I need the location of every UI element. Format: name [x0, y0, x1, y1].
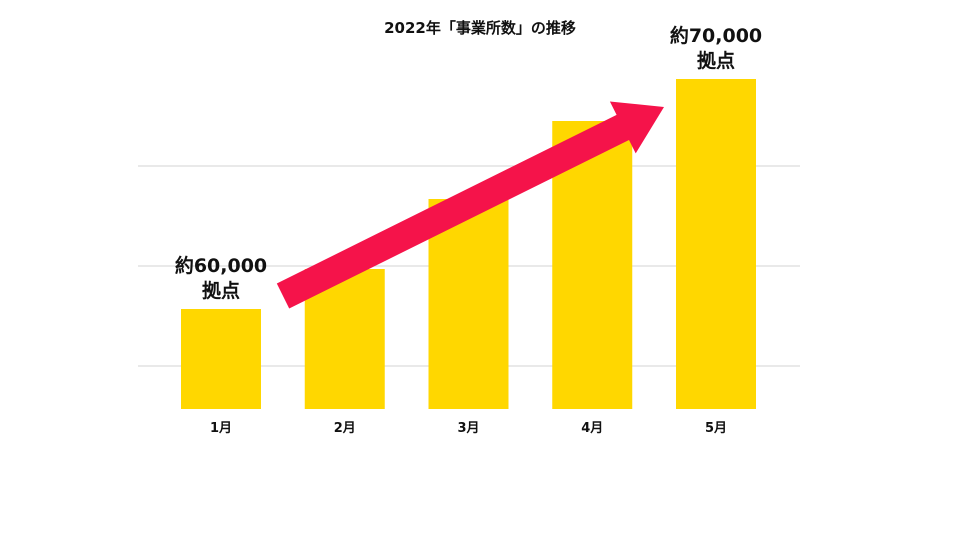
bar	[181, 309, 261, 409]
x-tick-label: 2月	[334, 421, 356, 436]
annotation-value: 約60,000	[175, 254, 267, 277]
trend-arrow-icon	[276, 101, 664, 309]
bar	[428, 199, 509, 409]
x-tick-label: 4月	[581, 421, 603, 436]
bars	[181, 79, 756, 409]
annotation-unit: 拠点	[202, 279, 240, 302]
chart-title: 2022年「事業所数」の推移	[384, 19, 576, 37]
x-tick-label: 5月	[705, 421, 727, 436]
annotation-unit: 拠点	[697, 49, 735, 72]
x-tick-label: 3月	[457, 421, 479, 436]
x-axis-tick-labels: 1月 2月 3月 4月 5月	[210, 421, 727, 436]
trend-arrow-group	[276, 101, 664, 309]
x-tick-label: 1月	[210, 421, 232, 436]
annotation-value: 約70,000	[670, 24, 762, 47]
bar	[676, 79, 756, 409]
